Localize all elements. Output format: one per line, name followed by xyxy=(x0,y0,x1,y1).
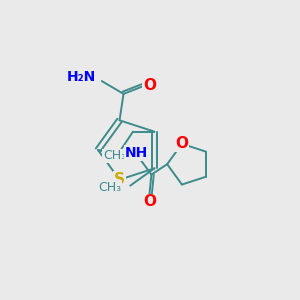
Text: S: S xyxy=(114,172,125,187)
Text: CH₃: CH₃ xyxy=(103,149,126,162)
Text: O: O xyxy=(143,194,156,209)
Text: CH₃: CH₃ xyxy=(98,181,121,194)
Text: H₂N: H₂N xyxy=(67,70,96,84)
Text: O: O xyxy=(143,78,156,93)
Text: O: O xyxy=(176,136,188,151)
Text: NH: NH xyxy=(124,146,148,160)
